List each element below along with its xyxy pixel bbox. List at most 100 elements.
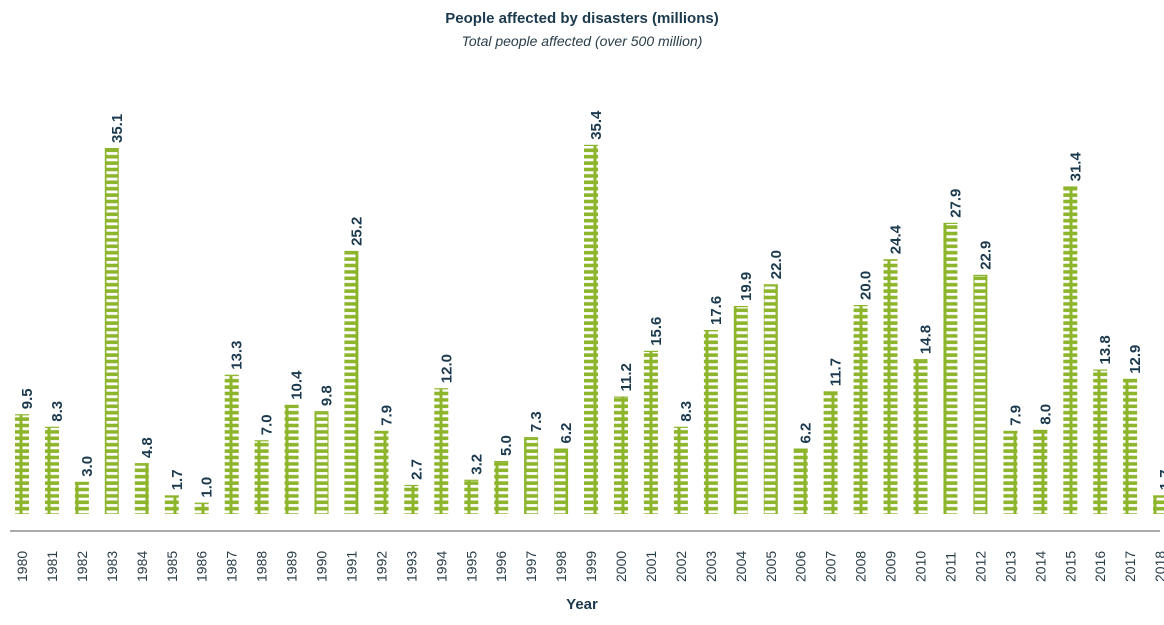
year-tick-2004: 2004 [733,551,749,582]
year-tick-2017: 2017 [1122,551,1138,582]
bar-1999 [584,145,598,515]
value-label-2010: 14.8 [918,325,935,354]
bar-2000 [614,397,628,514]
bar-cap-1985 [164,495,179,497]
value-label-2006: 6.2 [798,423,815,444]
year-tick-2010: 2010 [913,551,929,582]
year-tick-1983: 1983 [104,551,120,582]
bar-cap-1998 [554,448,569,450]
bar-cap-2007 [823,391,838,393]
bar-1980 [15,415,29,514]
bars-group [15,144,1164,515]
value-label-2007: 11.7 [828,358,845,386]
value-label-1999: 35.4 [588,110,605,140]
bar-2005 [763,285,778,514]
year-tick-1997: 1997 [523,551,539,582]
value-label-2009: 24.4 [888,224,905,254]
year-tick-2002: 2002 [673,551,689,582]
year-tick-2005: 2005 [763,551,779,582]
year-tick-2013: 2013 [1002,551,1018,582]
value-label-1996: 5.0 [498,435,515,456]
bar-1990 [314,412,329,514]
year-tick-1988: 1988 [254,551,270,582]
bar-cap-1984 [134,463,149,465]
value-label-1988: 7.0 [259,414,276,435]
bar-1991 [344,251,359,514]
bar-1985 [164,496,179,514]
year-tick-1985: 1985 [164,551,180,582]
value-label-2008: 20.0 [858,271,875,300]
year-tick-1996: 1996 [493,551,509,582]
bar-1989 [284,405,299,514]
bar-1987 [224,375,239,514]
bar-cap-2014 [1033,429,1048,431]
bar-2003 [703,331,718,514]
value-label-2004: 19.9 [738,272,755,301]
year-tick-2007: 2007 [823,551,839,582]
year-tick-2018: 2018 [1152,551,1164,582]
bar-1996 [494,462,509,514]
value-label-1982: 3.0 [79,456,96,477]
bar-cap-1996 [494,461,509,463]
bar-cap-1982 [74,481,89,483]
bar-cap-2001 [643,350,658,352]
bar-cap-1992 [374,430,389,432]
value-label-1990: 9.8 [319,385,336,406]
bar-2017 [1123,379,1138,514]
value-label-2001: 15.6 [648,317,665,346]
year-tick-1980: 1980 [14,551,30,582]
value-label-2002: 8.3 [678,401,695,422]
bar-1993 [404,485,419,514]
bar-cap-1999 [584,144,598,146]
bar-1983 [104,149,119,514]
bar-2001 [643,351,658,514]
year-tick-2009: 2009 [883,551,899,582]
bar-2006 [793,449,808,514]
bar-2004 [733,307,748,514]
bar-1997 [524,438,539,514]
value-label-2015: 31.4 [1067,152,1084,182]
bar-2016 [1093,370,1108,514]
bar-1986 [194,503,209,514]
year-tick-1991: 1991 [343,551,359,582]
bar-cap-1994 [434,388,449,390]
value-label-1993: 2.7 [408,459,425,480]
value-label-1989: 10.4 [289,370,306,400]
bar-cap-2012 [973,274,988,276]
bar-cap-1987 [224,374,239,376]
value-label-2014: 8.0 [1037,404,1054,425]
value-label-2018: 1.7 [1157,469,1164,490]
bar-1994 [434,389,449,514]
bar-cap-2005 [763,284,778,286]
year-tick-1994: 1994 [433,551,449,582]
year-tick-2016: 2016 [1092,551,1108,582]
value-label-1984: 4.8 [139,437,156,458]
bar-1998 [554,449,569,514]
value-label-1998: 6.2 [558,423,575,444]
bar-1984 [134,464,149,514]
bar-2002 [673,427,688,514]
bar-cap-2011 [943,222,958,224]
bar-cap-1993 [404,484,419,487]
bar-cap-1995 [464,479,479,481]
bar-cap-2017 [1123,378,1138,380]
value-label-2012: 22.9 [977,241,994,270]
value-label-2016: 13.8 [1097,335,1114,364]
bar-2012 [973,275,988,514]
year-tick-2008: 2008 [853,551,869,582]
year-tick-1987: 1987 [224,551,240,582]
year-labels-group: 1980 1981 1982 1983 1984 1985 1986 1987 1988 1989… [14,551,1164,582]
year-tick-1982: 1982 [74,551,90,582]
bar-2011 [943,223,958,515]
year-tick-1992: 1992 [373,551,389,582]
bar-cap-2018 [1153,495,1164,497]
value-label-1981: 8.3 [49,401,66,422]
bar-cap-2006 [793,448,808,450]
bar-1982 [74,482,89,514]
bar-2009 [883,260,898,514]
bar-cap-1989 [284,404,299,406]
year-tick-1999: 1999 [583,551,599,582]
bar-2015 [1063,187,1078,514]
year-tick-2001: 2001 [643,551,659,582]
value-label-1985: 1.7 [169,469,186,490]
